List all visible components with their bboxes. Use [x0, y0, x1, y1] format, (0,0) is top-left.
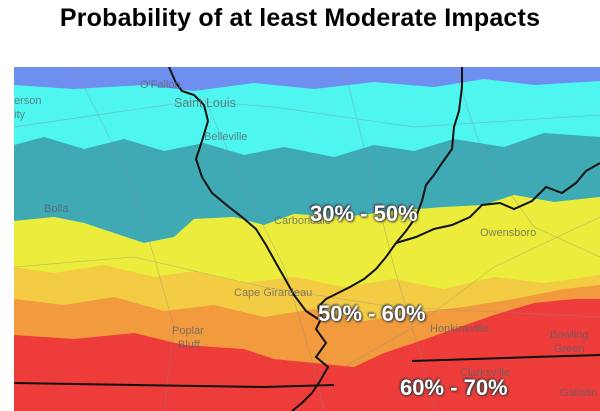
city-label-bluff: Bluff: [178, 339, 200, 351]
range-label-50-60: 50% - 60%: [318, 301, 426, 326]
city-label-green: Green: [554, 343, 585, 355]
map-title: Probability of at least Moderate Impacts: [59, 4, 541, 32]
city-label-belleville: Belleville: [204, 131, 248, 143]
city-label-saint-louis: Saint Louis: [174, 96, 236, 110]
state-borders: [14, 67, 600, 411]
range-label-60-70: 60% - 70%: [400, 375, 508, 400]
city-label-poplar: Poplar: [172, 325, 204, 337]
band-blue: [14, 67, 600, 91]
city-label-erson: erson: [14, 95, 42, 107]
map-canvas: [14, 67, 600, 411]
city-label-gallatin: Gallatin: [560, 387, 598, 399]
city-label-cape-girardeau: Cape Girardeau: [234, 287, 313, 299]
range-label-30-50: 30% - 50%: [310, 201, 418, 226]
city-label-ofallon: O'Fallon: [140, 79, 181, 91]
city-label-bowling: Bowling: [550, 329, 589, 341]
roads: [14, 67, 600, 411]
city-label-owensboro: Owensboro: [480, 227, 537, 239]
city-label-clarksville: Clarksville: [460, 367, 511, 379]
city-label-hopkinsville: Hopkinsville: [430, 323, 489, 335]
band-red: [14, 299, 600, 411]
city-label-ity: ity: [14, 109, 25, 121]
band-teal: [14, 133, 600, 243]
probability-map: O'Fallon Saint Louis erson ity Bellevill…: [14, 67, 600, 411]
city-label-carbondale: Carbondale: [274, 215, 331, 227]
city-label-bolla: Bolla: [44, 203, 69, 215]
